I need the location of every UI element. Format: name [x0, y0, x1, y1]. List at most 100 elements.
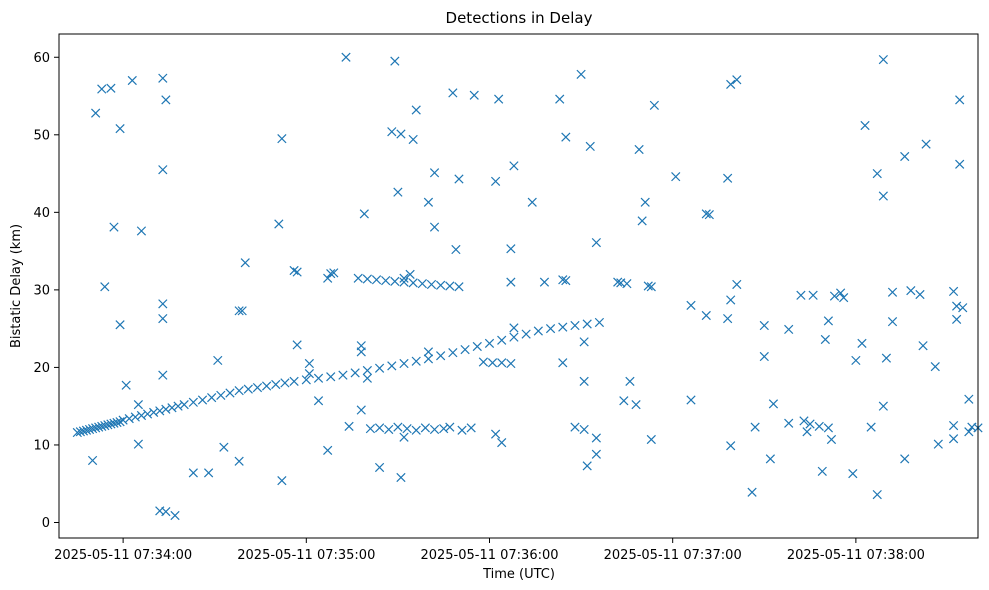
data-point [109, 222, 119, 232]
x-tick-label: 2025-05-11 07:38:00 [787, 548, 925, 563]
data-point [170, 510, 180, 521]
data-point [906, 286, 916, 296]
data-point [109, 418, 119, 428]
data-point [118, 415, 128, 425]
data-point [100, 420, 110, 431]
data-point [115, 123, 125, 134]
y-tick-label: 50 [33, 128, 50, 143]
data-point [115, 320, 125, 330]
data-point [723, 173, 733, 183]
data-point [585, 141, 595, 152]
data-point [344, 421, 354, 431]
data-point [823, 316, 834, 326]
data-point [197, 395, 208, 405]
data-point [81, 425, 92, 435]
data-point [277, 134, 287, 144]
data-point [640, 197, 650, 207]
data-point [494, 94, 504, 104]
data-point [274, 219, 284, 229]
data-point [933, 439, 943, 449]
data-point [570, 320, 580, 331]
data-point [158, 370, 168, 380]
data-point [161, 404, 171, 414]
data-point [878, 54, 888, 65]
data-point [280, 378, 290, 388]
data-point [539, 277, 550, 287]
data-point [466, 423, 476, 433]
data-point [173, 401, 183, 411]
data-point [106, 83, 116, 93]
data-point [396, 129, 406, 139]
data-point [506, 244, 516, 254]
data-point [155, 406, 165, 416]
data-point [411, 356, 421, 366]
data-point [878, 191, 888, 201]
data-point [561, 275, 571, 286]
data-point [136, 226, 147, 236]
data-point [75, 427, 85, 437]
data-point [686, 300, 696, 311]
data-point [579, 376, 589, 386]
data-point [448, 88, 458, 98]
data-point [814, 421, 824, 431]
data-point [558, 358, 568, 368]
data-point [952, 301, 962, 311]
data-point [417, 279, 427, 289]
data-point [545, 324, 556, 334]
y-tick-label: 10 [33, 438, 50, 453]
data-point [356, 405, 366, 415]
data-point [353, 273, 363, 283]
data-point [121, 380, 131, 390]
data-point [179, 400, 189, 410]
data-point [768, 399, 779, 409]
data-point [277, 475, 287, 486]
data-point [490, 429, 501, 439]
data-point [420, 423, 431, 433]
data-point [454, 174, 464, 184]
data-point [396, 472, 406, 483]
data-point [91, 423, 101, 433]
data-point [252, 382, 263, 393]
data-point [625, 376, 635, 386]
data-point [445, 281, 455, 291]
data-point [261, 381, 272, 391]
data-point [799, 416, 809, 426]
data-point [133, 439, 144, 449]
data-point [952, 314, 962, 324]
data-point [732, 279, 742, 290]
data-point [521, 329, 531, 339]
data-point [374, 363, 385, 373]
data-point [558, 275, 568, 285]
data-point [411, 425, 421, 435]
data-point [429, 424, 440, 435]
data-point [219, 442, 229, 452]
data-point [301, 375, 311, 385]
data-point [362, 365, 372, 376]
data-point [634, 144, 644, 155]
data-point [829, 291, 840, 301]
data-point [701, 209, 711, 219]
data-point [469, 90, 479, 100]
data-point [765, 454, 776, 464]
data-point [579, 424, 589, 435]
data-point [304, 368, 314, 379]
data-point [948, 286, 959, 297]
data-point [784, 418, 794, 428]
data-point [900, 151, 910, 162]
data-point [820, 334, 830, 345]
x-axis-label: Time (UTC) [482, 567, 555, 582]
data-point [726, 441, 736, 451]
data-point [872, 489, 882, 500]
plot-area [58, 33, 983, 539]
data-point [240, 258, 250, 268]
data-point [582, 319, 592, 329]
data-point [106, 419, 116, 429]
data-point [808, 290, 818, 300]
data-point [872, 168, 882, 179]
data-point [423, 354, 434, 364]
y-axis-ticks: 0 10 20 30 40 50 60 [33, 51, 59, 531]
data-point [497, 438, 507, 448]
data-point [384, 424, 394, 435]
data-point [509, 323, 519, 333]
